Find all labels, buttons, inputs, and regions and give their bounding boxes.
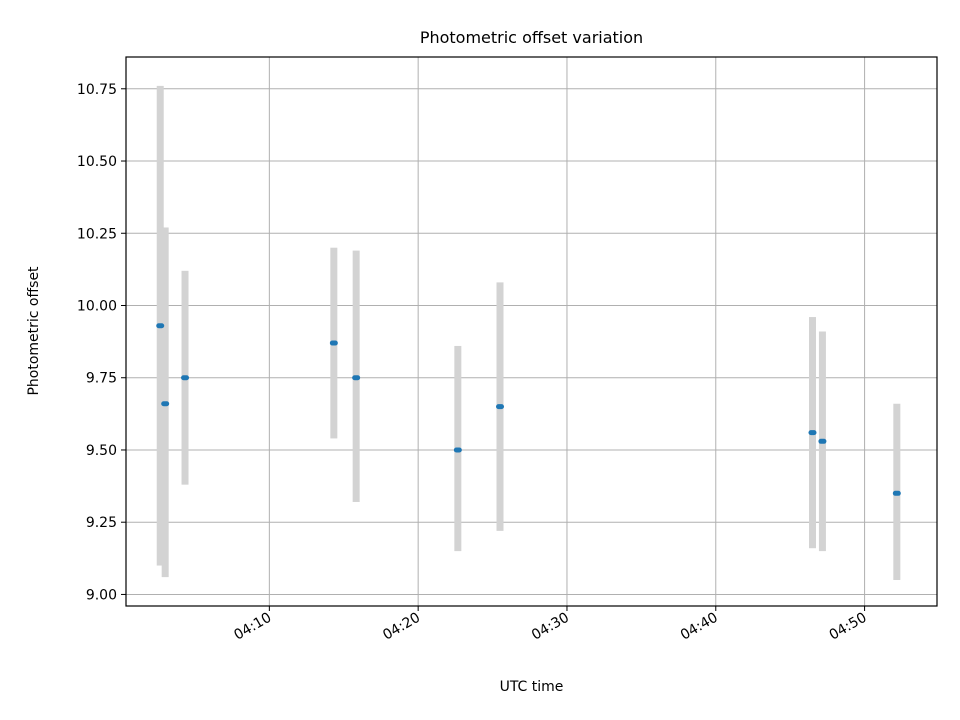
data-point: [181, 375, 190, 381]
data-point: [329, 340, 338, 346]
y-tick-label: 10.25: [77, 226, 117, 242]
y-tick-label: 9.75: [86, 371, 117, 387]
data-point: [156, 323, 165, 329]
data-point: [892, 490, 901, 496]
data-point: [352, 375, 361, 381]
y-axis-label: Photometric offset: [26, 266, 42, 396]
point-layer: [156, 323, 901, 496]
y-tick-label: 9.50: [86, 443, 117, 459]
y-tick-label: 10.00: [77, 298, 117, 314]
data-point: [496, 404, 505, 410]
chart-title: Photometric offset variation: [420, 28, 643, 47]
y-tick-label: 10.75: [77, 82, 117, 98]
data-point: [161, 401, 170, 407]
y-tick-label: 9.25: [86, 515, 117, 531]
y-tick-label: 10.50: [77, 154, 117, 170]
x-axis-label: UTC time: [500, 679, 564, 695]
data-point: [453, 447, 462, 453]
grid-layer: [126, 57, 937, 606]
y-axis: 9.00 9.25 9.50 9.75 10.00 10.25 10.50 10.75: [77, 82, 126, 603]
data-point: [818, 438, 827, 444]
data-point: [808, 430, 817, 436]
plot-frame: [125, 56, 938, 607]
y-tick-label: 9.00: [86, 587, 117, 603]
